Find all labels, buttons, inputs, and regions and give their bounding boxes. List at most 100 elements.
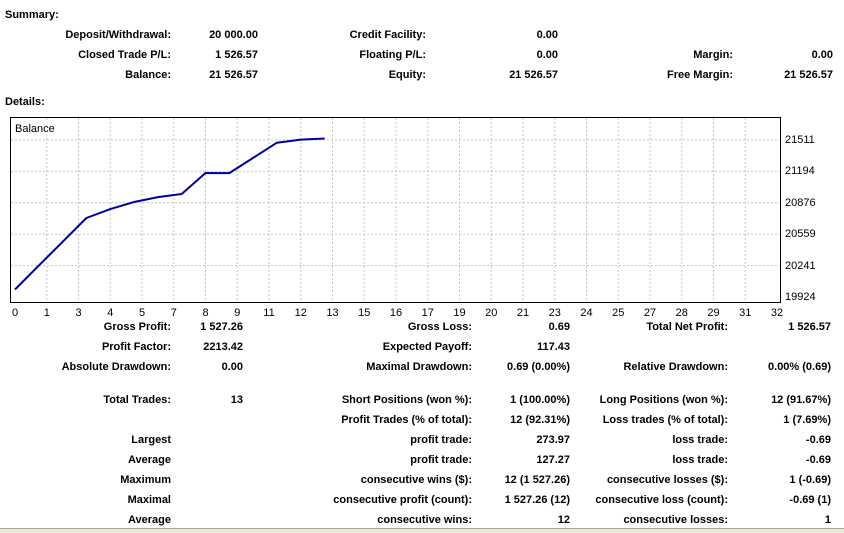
trade-value: [171, 510, 243, 530]
trade-value: [171, 490, 243, 510]
stat-label: Profit Factor:: [101, 341, 171, 353]
x-tick-label: 32: [770, 307, 784, 319]
trade-label: consecutive profit (count):: [333, 494, 472, 506]
y-tick-label: 20241: [785, 259, 816, 272]
trade-value: [171, 470, 243, 490]
trade-value: [171, 410, 243, 430]
trade-label: loss trade:: [672, 454, 728, 466]
window-bottom-strip: [0, 528, 844, 533]
details-stats-table: Gross Profit: 1 527.26 Gross Loss: 0.69 Tota…: [0, 317, 831, 377]
summary-value: 21 526.57: [784, 69, 833, 81]
stat-label: Total Net Profit:: [646, 321, 728, 333]
x-tick-label: 0: [11, 307, 19, 319]
trade-label: Loss trades (% of total):: [602, 414, 728, 426]
chart-series-label: Balance: [14, 123, 56, 135]
trade-label: Total Trades:: [103, 394, 171, 406]
summary-label: Equity:: [388, 69, 426, 81]
stat-label: Expected Payoff:: [382, 341, 472, 353]
trade-value: 1: [824, 514, 831, 526]
x-tick-label: 8: [202, 307, 209, 319]
trade-label: consecutive losses:: [623, 514, 728, 526]
trade-label: loss trade:: [672, 434, 728, 446]
x-tick-label: 5: [138, 307, 146, 319]
stat-label: Gross Loss:: [407, 321, 472, 333]
trade-label: Average: [127, 454, 171, 466]
x-tick-label: 4: [107, 307, 114, 319]
summary-table: Deposit/Withdrawal: 20 000.00 Credit Facil…: [0, 25, 833, 85]
balance-chart: Balance 21511 21194 20876 20559 20241 19924 0…: [0, 117, 844, 322]
x-tick-label: 21: [516, 307, 530, 319]
summary-value: 0.00: [536, 49, 558, 61]
summary-label: Closed Trade P/L:: [78, 49, 171, 61]
x-tick-label: 28: [675, 307, 688, 319]
y-tick-label: 21194: [785, 165, 815, 178]
trade-label: Long Positions (won %):: [599, 394, 728, 406]
trade-label: Largest: [131, 434, 171, 446]
summary-value: [733, 25, 833, 45]
x-tick-label: 25: [612, 307, 625, 319]
x-tick-label: 29: [707, 307, 720, 319]
summary-label: [558, 25, 733, 45]
trade-value: -0.69: [805, 454, 831, 466]
summary-value: 21 526.57: [209, 69, 258, 81]
summary-value: 0.00: [811, 49, 833, 61]
trade-label: Short Positions (won %):: [341, 394, 472, 406]
details-heading: Details:: [5, 96, 45, 108]
stat-value: 2213.42: [203, 341, 243, 353]
stat-label: [570, 337, 728, 357]
summary-label: Balance:: [125, 69, 171, 81]
trade-label: consecutive wins ($):: [360, 474, 472, 486]
stat-value: 1 527.26: [200, 321, 243, 333]
summary-label: Free Margin:: [666, 69, 733, 81]
trade-value: -0.69 (1): [789, 494, 831, 506]
stat-value: 0.00: [221, 361, 243, 373]
details-trades-table: Total Trades: 13 Short Positions (won %): 1…: [0, 390, 831, 530]
stat-label: Relative Drawdown:: [623, 361, 728, 373]
trade-label: consecutive wins:: [377, 514, 472, 526]
trade-label: Profit Trades (% of total):: [341, 414, 472, 426]
stat-value: 117.43: [536, 341, 570, 353]
stat-value: [728, 337, 831, 357]
summary-value: 21 526.57: [509, 69, 558, 81]
trade-value: [171, 430, 243, 450]
summary-label: Credit Facility:: [349, 29, 426, 41]
summary-label: Floating P/L:: [359, 49, 426, 61]
x-tick-label: 9: [234, 307, 241, 319]
trade-value: -0.69: [805, 434, 831, 446]
x-tick-label: 27: [643, 307, 657, 319]
x-tick-label: 12: [294, 307, 307, 319]
summary-label: Margin:: [693, 49, 733, 61]
x-tick-label: 11: [263, 307, 275, 319]
summary-value: 0.00: [536, 29, 558, 41]
x-tick-label: 23: [548, 307, 561, 319]
trade-value: 1 (7.69%): [783, 414, 831, 426]
stat-label: Absolute Drawdown:: [61, 361, 171, 373]
stat-value: 0.00% (0.69): [768, 361, 831, 373]
stat-value: 0.69 (0.00%): [507, 361, 570, 373]
summary-label: Deposit/Withdrawal:: [65, 29, 171, 41]
trade-value: 273.97: [536, 434, 570, 446]
x-tick-label: 19: [453, 307, 466, 319]
x-tick-label: 31: [739, 307, 752, 319]
balance-curve: [14, 137, 325, 291]
trade-value: [171, 450, 243, 470]
trade-label: Maximal: [127, 494, 171, 506]
stat-label: Gross Profit:: [103, 321, 171, 333]
trade-label: [0, 410, 171, 430]
x-tick-label: 17: [421, 307, 434, 319]
x-tick-label: 16: [389, 307, 403, 319]
summary-value: 20 000.00: [209, 29, 258, 41]
x-tick-label: 20: [485, 307, 498, 319]
summary-heading: Summary:: [5, 9, 59, 21]
x-tick-label: 3: [75, 307, 82, 319]
stat-label: Maximal Drawdown:: [366, 361, 472, 373]
trade-label: profit trade:: [410, 434, 472, 446]
x-tick-label: 1: [43, 307, 50, 319]
trade-value: 12 (91.67%): [771, 394, 831, 406]
trade-label: profit trade:: [410, 454, 472, 466]
trade-value: 1 (100.00%): [510, 394, 570, 406]
trade-value: 1 (-0.69): [789, 474, 831, 486]
trade-value: 13: [230, 394, 243, 406]
trade-label: consecutive losses ($):: [606, 474, 728, 486]
chart-border: [10, 117, 781, 303]
